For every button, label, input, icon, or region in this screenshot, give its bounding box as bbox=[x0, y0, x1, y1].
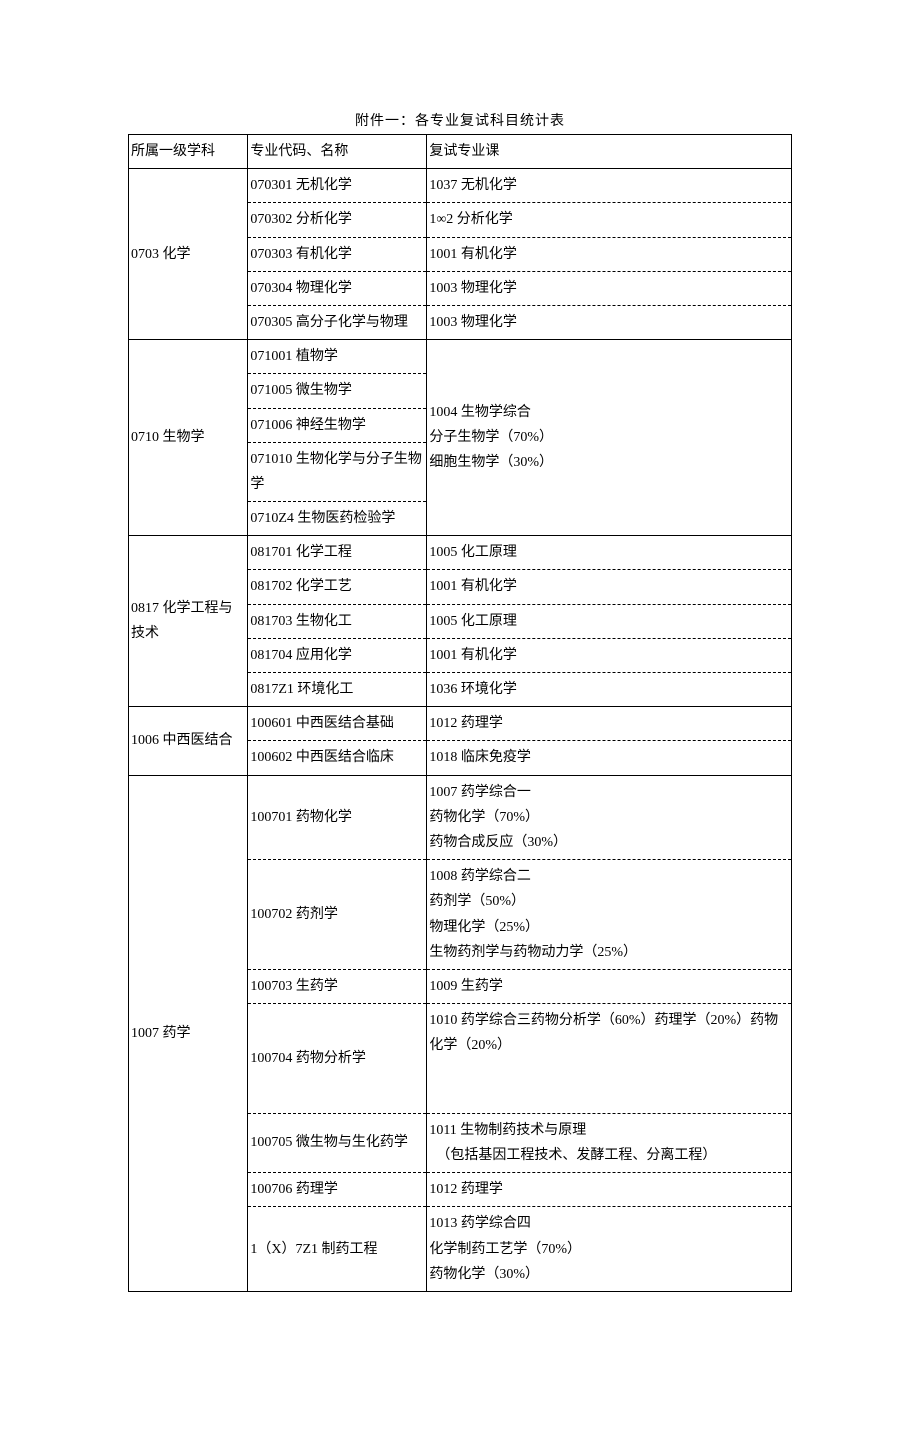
major-cell: 071001 植物学 bbox=[248, 340, 427, 374]
table-title: 附件一：各专业复试科目统计表 bbox=[128, 110, 792, 130]
course-cell: 1010 药学综合三药物分析学（60%）药理学（20%）药物化学（20%） bbox=[427, 1004, 792, 1114]
course-line: 细胞生物学（30%） bbox=[429, 450, 789, 475]
major-cell: 100706 药理学 bbox=[248, 1173, 427, 1207]
major-cell: 0710Z4 生物医药检验学 bbox=[248, 502, 427, 536]
table-row: 0703 化学 070301 无机化学 1037 无机化学 bbox=[129, 169, 792, 203]
course-cell: 1012 药理学 bbox=[427, 1173, 792, 1207]
major-cell: 100602 中西医结合临床 bbox=[248, 741, 427, 775]
major-cell: 1（X）7Z1 制药工程 bbox=[248, 1207, 427, 1292]
course-cell: 1037 无机化学 bbox=[427, 169, 792, 203]
course-line bbox=[429, 1084, 789, 1109]
course-cell: 1011 生物制药技术与原理 （包括基因工程技术、发酵工程、分离工程） bbox=[427, 1113, 792, 1172]
major-cell: 070303 有机化学 bbox=[248, 237, 427, 271]
discipline-cell: 0703 化学 bbox=[129, 169, 248, 340]
major-cell: 100705 微生物与生化药学 bbox=[248, 1113, 427, 1172]
discipline-cell: 0817 化学工程与技术 bbox=[129, 536, 248, 707]
course-cell: 1003 物理化学 bbox=[427, 271, 792, 305]
course-line: 物理化学（25%） bbox=[429, 915, 789, 940]
table-header-row: 所属一级学科 专业代码、名称 复试专业课 bbox=[129, 135, 792, 169]
discipline-cell: 1006 中西医结合 bbox=[129, 707, 248, 775]
course-cell: 1012 药理学 bbox=[427, 707, 792, 741]
major-cell: 070304 物理化学 bbox=[248, 271, 427, 305]
course-line: 1013 药学综合四 bbox=[429, 1211, 789, 1236]
course-cell: 1001 有机化学 bbox=[427, 638, 792, 672]
course-cell: 1007 药学综合一 药物化学（70%） 药物合成反应（30%） bbox=[427, 775, 792, 860]
major-cell: 081702 化学工艺 bbox=[248, 570, 427, 604]
major-cell: 0817Z1 环境化工 bbox=[248, 673, 427, 707]
course-line: 药剂学（50%） bbox=[429, 889, 789, 914]
header-major: 专业代码、名称 bbox=[248, 135, 427, 169]
major-cell: 081701 化学工程 bbox=[248, 536, 427, 570]
course-line: 1008 药学综合二 bbox=[429, 864, 789, 889]
course-line: （包括基因工程技术、发酵工程、分离工程） bbox=[429, 1143, 789, 1168]
course-line bbox=[429, 1058, 789, 1083]
course-cell: 1001 有机化学 bbox=[427, 237, 792, 271]
major-cell: 071010 生物化学与分子生物学 bbox=[248, 442, 427, 501]
course-line: 化学制药工艺学（70%） bbox=[429, 1237, 789, 1262]
major-cell: 071005 微生物学 bbox=[248, 374, 427, 408]
course-cell: 1005 化工原理 bbox=[427, 536, 792, 570]
course-cell: 1005 化工原理 bbox=[427, 604, 792, 638]
course-cell: 1∞2 分析化学 bbox=[427, 203, 792, 237]
course-cell: 1003 物理化学 bbox=[427, 305, 792, 339]
course-cell: 1004 生物学综合 分子生物学（70%） 细胞生物学（30%） bbox=[427, 340, 792, 536]
major-cell: 100701 药物化学 bbox=[248, 775, 427, 860]
major-cell: 070301 无机化学 bbox=[248, 169, 427, 203]
major-cell: 100703 生药学 bbox=[248, 969, 427, 1003]
major-cell: 071006 神经生物学 bbox=[248, 408, 427, 442]
course-cell: 1008 药学综合二 药剂学（50%） 物理化学（25%） 生物药剂学与药物动力… bbox=[427, 860, 792, 970]
course-line: 药物合成反应（30%） bbox=[429, 830, 789, 855]
major-cell: 100704 药物分析学 bbox=[248, 1004, 427, 1114]
major-cell: 070305 高分子化学与物理 bbox=[248, 305, 427, 339]
course-line: 药物化学（30%） bbox=[429, 1262, 789, 1287]
major-cell: 070302 分析化学 bbox=[248, 203, 427, 237]
course-line: 1010 药学综合三药物分析学（60%）药理学（20%）药物化学（20%） bbox=[429, 1008, 789, 1058]
course-line: 1004 生物学综合 bbox=[429, 400, 789, 425]
table-row: 1006 中西医结合 100601 中西医结合基础 1012 药理学 bbox=[129, 707, 792, 741]
table-row: 0710 生物学 071001 植物学 1004 生物学综合 分子生物学（70%… bbox=[129, 340, 792, 374]
course-cell: 1001 有机化学 bbox=[427, 570, 792, 604]
header-course: 复试专业课 bbox=[427, 135, 792, 169]
major-cell: 081704 应用化学 bbox=[248, 638, 427, 672]
table-row: 0817 化学工程与技术 081701 化学工程 1005 化工原理 bbox=[129, 536, 792, 570]
course-line: 生物药剂学与药物动力学（25%） bbox=[429, 940, 789, 965]
course-line: 药物化学（70%） bbox=[429, 805, 789, 830]
course-cell: 1036 环境化学 bbox=[427, 673, 792, 707]
major-cell: 100601 中西医结合基础 bbox=[248, 707, 427, 741]
course-line: 分子生物学（70%） bbox=[429, 425, 789, 450]
course-cell: 1009 生药学 bbox=[427, 969, 792, 1003]
discipline-cell: 1007 药学 bbox=[129, 775, 248, 1291]
header-discipline: 所属一级学科 bbox=[129, 135, 248, 169]
course-line: 1007 药学综合一 bbox=[429, 780, 789, 805]
course-cell: 1018 临床免疫学 bbox=[427, 741, 792, 775]
major-cell: 081703 生物化工 bbox=[248, 604, 427, 638]
major-cell: 100702 药剂学 bbox=[248, 860, 427, 970]
subject-table: 所属一级学科 专业代码、名称 复试专业课 0703 化学 070301 无机化学… bbox=[128, 134, 792, 1292]
course-line: 1011 生物制药技术与原理 bbox=[429, 1118, 789, 1143]
table-row: 1007 药学 100701 药物化学 1007 药学综合一 药物化学（70%）… bbox=[129, 775, 792, 860]
course-cell: 1013 药学综合四 化学制药工艺学（70%） 药物化学（30%） bbox=[427, 1207, 792, 1292]
discipline-cell: 0710 生物学 bbox=[129, 340, 248, 536]
